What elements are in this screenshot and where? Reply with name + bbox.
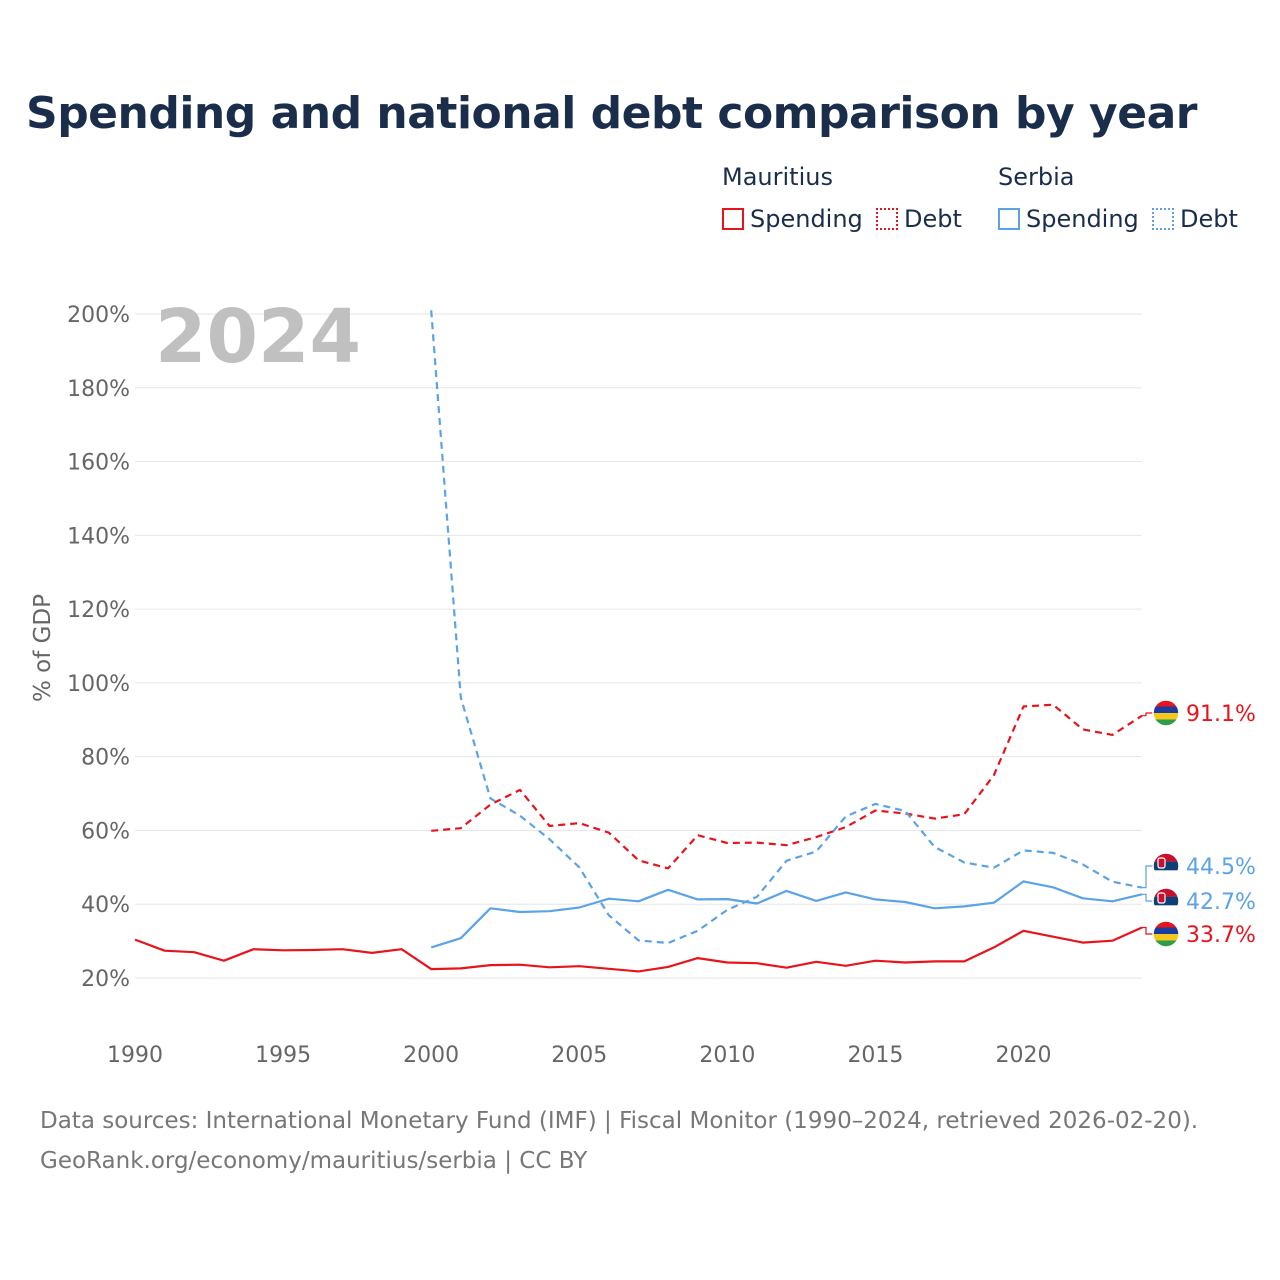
footer-credit[interactable]: GeoRank.org/economy/mauritius/serbia | C… (40, 1148, 588, 1174)
legend-serbia-title: Serbia (998, 163, 1075, 191)
series-line-mauritius-spending[interactable] (134, 926, 1143, 973)
x-tick-label: 2020 (996, 1043, 1052, 1068)
end-value-label: 44.5% (1186, 855, 1256, 880)
y-tick-label: 200% (67, 303, 130, 328)
y-tick-label: 160% (67, 451, 130, 476)
legend-label: Spending (750, 205, 863, 233)
end-label-connector (1142, 712, 1154, 717)
y-axis-title: % of GDP (30, 594, 56, 702)
chart-plot: 2024 % of GDP 20% 40% 60% 80% 100% 120% 140% 16… (30, 294, 1256, 1068)
legend-mauritius-debt[interactable]: Debt (876, 205, 962, 233)
chart-title: Spending and national debt comparison by… (26, 88, 1197, 139)
end-value-label: 91.1% (1186, 702, 1256, 727)
legend-label: Debt (904, 205, 962, 233)
footer-source: Data sources: International Monetary Fun… (40, 1108, 1199, 1134)
legend-dotted-swatch-icon (876, 208, 898, 230)
legend-solid-swatch-icon (998, 208, 1020, 230)
legend-serbia-debt[interactable]: Debt (1152, 205, 1238, 233)
mauritius-flag-icon (1153, 921, 1179, 947)
y-tick-label: 180% (67, 377, 130, 402)
y-tick-label: 140% (67, 524, 130, 549)
y-tick-label: 40% (81, 893, 130, 918)
y-tick-label: 20% (81, 967, 130, 992)
legend-serbia-spending[interactable]: Spending (998, 205, 1139, 233)
legend-label: Spending (1026, 205, 1139, 233)
x-tick-label: 2000 (403, 1043, 459, 1068)
x-tick-label: 2015 (847, 1043, 903, 1068)
series-line-serbia-debt[interactable] (430, 310, 1143, 945)
y-tick-label: 120% (67, 598, 130, 623)
end-label-connector (1142, 865, 1154, 889)
x-tick-label: 1990 (107, 1043, 163, 1068)
end-value-label: 33.7% (1186, 923, 1256, 948)
legend-mauritius-spending[interactable]: Spending (722, 205, 863, 233)
x-tick-label: 1995 (255, 1043, 311, 1068)
end-label-connector (1142, 893, 1154, 902)
series-line-serbia-spending[interactable] (430, 880, 1143, 949)
x-tick-label: 2010 (699, 1043, 755, 1068)
series-line-mauritius-debt[interactable] (431, 703, 1143, 870)
y-tick-label: 80% (81, 746, 130, 771)
serbia-flag-icon (1153, 853, 1179, 879)
legend-label: Debt (1180, 205, 1238, 233)
y-tick-label: 60% (81, 819, 130, 844)
mauritius-flag-icon (1153, 700, 1179, 726)
year-watermark: 2024 (155, 294, 361, 380)
serbia-flag-icon (1153, 888, 1179, 914)
x-tick-label: 2005 (551, 1043, 607, 1068)
end-value-label: 42.7% (1186, 890, 1256, 915)
legend-solid-swatch-icon (722, 208, 744, 230)
end-label-connector (1142, 926, 1154, 935)
legend-dotted-swatch-icon (1152, 208, 1174, 230)
legend-mauritius-title: Mauritius (722, 163, 833, 191)
y-tick-label: 100% (67, 672, 130, 697)
